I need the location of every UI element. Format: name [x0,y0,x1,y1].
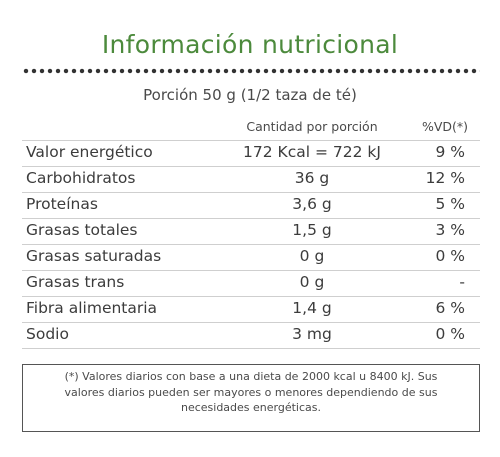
footnote-line: valores diarios pueden ser mayores o men… [64,385,438,399]
vd-column-header: %VD(*) [421,119,468,134]
nutrient-vd: 0 % [435,247,465,265]
footnote-line: (*) Valores diarios con base a una dieta… [64,370,438,383]
nutrient-quantity: 0 g [299,273,325,291]
row-divider [22,270,480,271]
row-divider [22,192,480,193]
nutrient-name: Grasas trans [26,273,125,291]
nutrient-vd: 9 % [435,143,465,161]
dotted-divider [22,68,480,74]
row-divider [22,322,480,323]
nutrient-quantity: 3 mg [292,325,332,343]
nutrient-vd: 0 % [435,325,465,343]
row-divider [22,218,480,219]
nutrient-quantity: 1,4 g [292,299,332,317]
nutrient-name: Sodio [26,325,69,343]
row-divider [22,296,480,297]
nutrient-quantity: 172 Kcal = 722 kJ [243,143,381,161]
nutrient-name: Carbohidratos [26,169,136,187]
nutrient-quantity: 36 g [294,169,330,187]
nutrient-quantity: 1,5 g [292,221,332,239]
nutrient-name: Grasas saturadas [26,247,162,265]
row-divider [22,166,480,167]
footnote-line: necesidades energéticas. [180,401,321,414]
nutrient-vd: 6 % [435,299,465,317]
nutrient-name: Fibra alimentaria [26,299,158,317]
nutrient-quantity: 0 g [299,247,325,265]
nutrient-name: Grasas totales [26,221,138,239]
nutrient-vd: 3 % [435,221,465,239]
row-divider [22,244,480,245]
quantity-column-header: Cantidad por porción [246,119,378,134]
row-divider [22,348,480,349]
nutrient-vd: 12 % [425,169,465,187]
portion-size: Porción 50 g (1/2 taza de té) [143,86,357,104]
page-title: Información nutricional [101,30,399,59]
nutrient-name: Valor energético [26,143,153,161]
nutrient-vd: 5 % [435,195,465,213]
footnote-box: (*) Valores diarios con base a una dieta… [22,364,480,432]
nutrient-name: Proteínas [26,195,98,213]
nutrient-quantity: 3,6 g [292,195,332,213]
nutrient-vd: - [459,273,465,291]
row-divider [22,140,480,141]
